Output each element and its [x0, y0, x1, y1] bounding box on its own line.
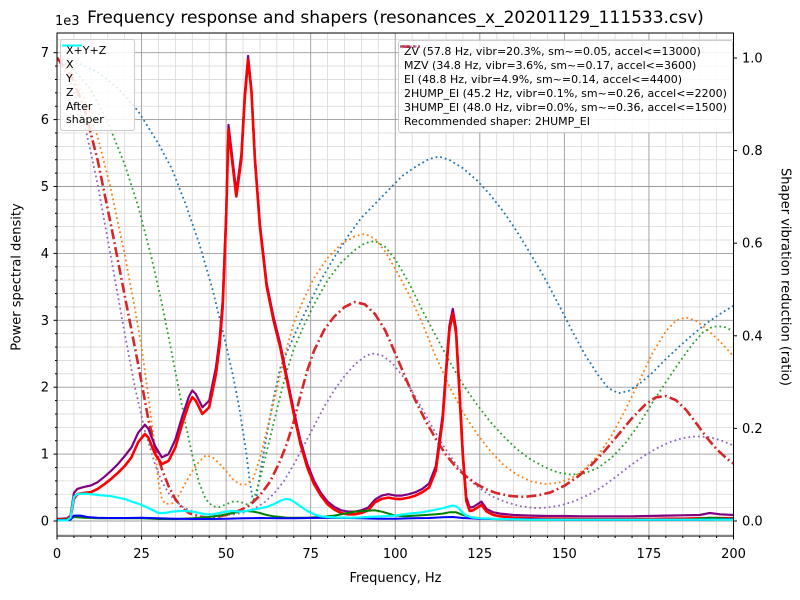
- legend-label-y: Y: [66, 72, 73, 85]
- grid-minor: [57, 33, 734, 536]
- curve-after-shaper: [57, 492, 734, 522]
- y-left-axis-label: Power spectral density: [9, 203, 25, 351]
- svg-text:175: 175: [637, 547, 662, 562]
- legend-item-after-shaper: After shaper: [62, 44, 128, 126]
- curve-ei: [57, 57, 734, 508]
- legend-label-xyz: X+Y+Z: [66, 44, 107, 57]
- legend-item-z: Z: [62, 44, 128, 99]
- curve-2hump-ei: [57, 57, 734, 520]
- legend-label-2hump-ei: 2HUMP_EI (45.2 Hz, vibr=0.1%, sm~=0.26, …: [404, 87, 727, 100]
- legend-item-2hump-ei: 2HUMP_EI (45.2 Hz, vibr=0.1%, sm~=0.26, …: [400, 45, 727, 100]
- legend-shapers: ZV (57.8 Hz, vibr=20.3%, sm~=0.05, accel…: [398, 40, 733, 133]
- svg-text:0: 0: [53, 547, 61, 562]
- svg-text:75: 75: [302, 547, 319, 562]
- svg-text:50: 50: [218, 547, 235, 562]
- svg-text:2: 2: [41, 381, 49, 396]
- legend-label-recommendation: Recommended shaper: 2HUMP_EI: [404, 115, 590, 128]
- y-right-axis-label: Shaper vibration reduction (ratio): [777, 168, 793, 386]
- legend-label-mzv: MZV (34.8 Hz, vibr=3.6%, sm~=0.17, accel…: [404, 59, 697, 72]
- legend-psd: X+Y+Z X Y Z After shaper: [60, 39, 135, 131]
- svg-text:6: 6: [41, 113, 49, 128]
- curve-x: [57, 58, 734, 521]
- legend-item-3hump-ei: 3HUMP_EI (48.0 Hz, vibr=0.0%, sm~=0.36, …: [400, 45, 727, 114]
- svg-text:5: 5: [41, 180, 49, 195]
- legend-label-ei: EI (48.8 Hz, vibr=4.9%, sm~=0.14, accel<…: [404, 73, 682, 86]
- axis-ticks: 0 25 50 75 100 125 150 175 200 0 1 2 3 4 5 6 7 0.0 0.2 0.4 0…: [41, 46, 763, 562]
- svg-text:7: 7: [41, 46, 49, 61]
- curve-xyz: [57, 54, 734, 521]
- svg-text:0.0: 0.0: [742, 515, 763, 530]
- legend-label-after-shaper: After shaper: [66, 100, 104, 126]
- legend-item-recommendation: Recommended shaper: 2HUMP_EI: [404, 115, 726, 128]
- legend-item-ei: EI (48.8 Hz, vibr=4.9%, sm~=0.14, accel<…: [400, 45, 726, 86]
- svg-text:0.6: 0.6: [742, 237, 763, 252]
- legend-label-zv: ZV (57.8 Hz, vibr=20.3%, sm~=0.05, accel…: [404, 45, 701, 58]
- x-axis-label: Frequency, Hz: [349, 571, 442, 586]
- svg-text:0.8: 0.8: [742, 144, 763, 159]
- legend-label-3hump-ei: 3HUMP_EI (48.0 Hz, vibr=0.0%, sm~=0.36, …: [404, 101, 727, 114]
- curve-mzv: [57, 57, 734, 505]
- legend-item-x: X: [62, 44, 128, 71]
- legend-label-x: X: [66, 58, 74, 71]
- legend-item-y: Y: [62, 44, 128, 85]
- svg-text:125: 125: [467, 547, 492, 562]
- curves: [57, 54, 734, 522]
- svg-text:150: 150: [552, 547, 577, 562]
- legend-item-zv: ZV (57.8 Hz, vibr=20.3%, sm~=0.05, accel…: [400, 45, 726, 58]
- chart-title: Frequency response and shapers (resonanc…: [87, 8, 704, 28]
- svg-text:1: 1: [41, 448, 49, 463]
- svg-text:100: 100: [383, 547, 408, 562]
- svg-text:25: 25: [133, 547, 150, 562]
- svg-text:3: 3: [41, 314, 49, 329]
- curve-zv: [57, 57, 734, 504]
- svg-text:0.4: 0.4: [742, 329, 763, 344]
- legend-label-z: Z: [66, 86, 74, 99]
- svg-text:4: 4: [41, 247, 49, 262]
- recommendation-line-swatch: [399, 41, 421, 52]
- legend-item-mzv: MZV (34.8 Hz, vibr=3.6%, sm~=0.17, accel…: [400, 45, 726, 72]
- curve-3hump-ei: [57, 57, 734, 517]
- after-shaper-line-swatch: [62, 44, 82, 47]
- y-axis-offset-text: 1e3: [55, 14, 80, 29]
- svg-text:0.2: 0.2: [742, 422, 763, 437]
- svg-text:0: 0: [41, 515, 49, 530]
- svg-text:200: 200: [721, 547, 746, 562]
- 3hump-ei-line-swatch: [400, 45, 420, 48]
- svg-text:1.0: 1.0: [742, 52, 763, 67]
